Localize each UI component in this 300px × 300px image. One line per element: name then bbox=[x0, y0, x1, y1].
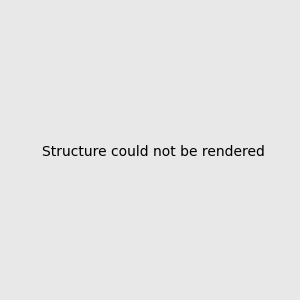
Text: Structure could not be rendered: Structure could not be rendered bbox=[42, 145, 265, 158]
